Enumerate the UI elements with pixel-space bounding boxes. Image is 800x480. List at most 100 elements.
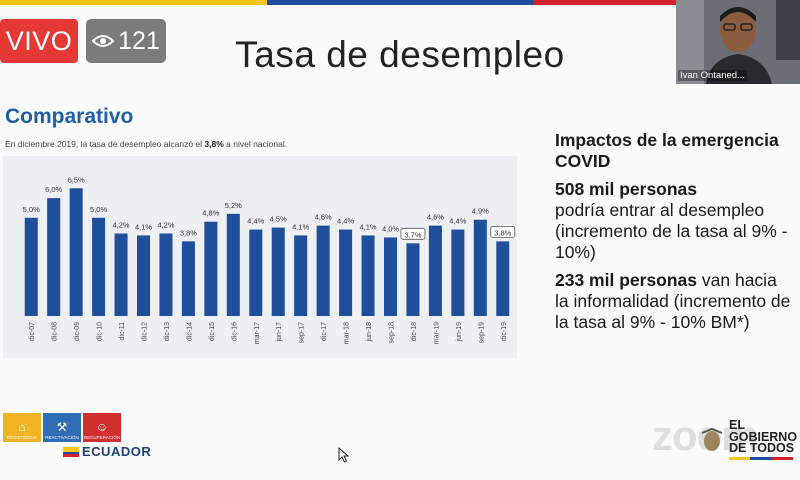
data-label-dic-16: 5,2% <box>225 201 242 210</box>
resistencia-label: RESISTENCIA <box>6 435 37 440</box>
highlight-box-dic-19 <box>490 225 516 238</box>
bar-dic-07 <box>24 217 38 316</box>
participant-avatar <box>676 0 800 84</box>
subtitle-value: 3,8% <box>204 139 224 149</box>
tick-label-dic-18: dic-18 <box>411 322 418 341</box>
bar-sep-17 <box>294 235 308 316</box>
gov-line-3: DE TODOS <box>729 441 795 455</box>
tick-label-mar-18: mar-18 <box>344 322 351 344</box>
tick-label-mar-17: mar-17 <box>254 322 261 344</box>
data-label-dic-18: 3,7% <box>404 230 421 239</box>
bar-dic-16 <box>226 213 240 316</box>
tick-label-dic-15: dic-15 <box>209 322 216 341</box>
data-label-sep-19: 4,9% <box>472 207 489 216</box>
data-label-dic-08: 6,0% <box>45 185 62 194</box>
recuperacion-label: RECUPERACIÓN <box>83 435 121 440</box>
bar-sep-18 <box>383 237 398 316</box>
data-label-jun-17: 4,5% <box>270 215 287 224</box>
tick-label-dic-11: dic-11 <box>119 322 126 341</box>
ecuador-flag-icon <box>63 446 79 457</box>
bar-dic-11 <box>114 233 128 316</box>
data-label-sep-17: 4,1% <box>292 222 309 231</box>
slide-title: Tasa de desempleo <box>235 34 565 75</box>
tick-label-sep-17: sep-17 <box>299 322 306 344</box>
data-label-dic-19: 3,8% <box>494 228 511 237</box>
bar-dic-09 <box>69 188 83 316</box>
tick-label-dic-14: dic-14 <box>186 322 193 341</box>
bar-mar-17 <box>249 229 263 316</box>
reactivacion-logo: ⚒ REACTIVACIÓN <box>43 413 81 442</box>
bar-jun-19 <box>451 229 465 316</box>
impact-stat-2: 233 mil personas van hacia la informalid… <box>555 270 795 333</box>
participant-video-tile[interactable]: Ivan Ontaned... <box>676 0 800 84</box>
tick-label-sep-18: sep-18 <box>389 322 396 344</box>
data-label-mar-18: 4,4% <box>337 217 354 226</box>
bar-mar-19 <box>428 225 442 316</box>
ecuador-label: ECUADOR <box>82 444 152 459</box>
tick-label-jun-19: jun-19 <box>456 322 463 343</box>
data-label-dic-17: 4,6% <box>315 213 332 222</box>
gov-flag-stripe <box>729 456 793 460</box>
mouse-cursor-icon <box>338 447 350 463</box>
bar-mar-18 <box>339 229 353 316</box>
participant-name: Ivan Ontaned... <box>678 70 747 81</box>
data-label-sep-18: 4,0% <box>382 224 399 233</box>
impacts-heading: Impactos de la emergencia COVID <box>555 130 779 171</box>
resistencia-logo: ⌂ RESISTENCIA <box>3 413 41 442</box>
data-label-dic-14: 3,8% <box>180 228 197 237</box>
people-icon: ☺ <box>95 420 109 434</box>
worker-icon: ⚒ <box>56 420 68 434</box>
tick-label-dic-19: dic-19 <box>501 322 508 341</box>
tick-label-jun-17: jun-17 <box>276 322 283 343</box>
bar-dic-17 <box>316 225 330 316</box>
data-label-dic-09: 6,5% <box>68 175 85 184</box>
coat-of-arms-icon <box>701 427 723 451</box>
tick-label-sep-19: sep-19 <box>478 322 485 344</box>
data-label-dic-07: 5,0% <box>23 205 40 214</box>
impacts-panel: Impactos de la emergencia COVID 508 mil … <box>555 130 795 340</box>
bar-dic-14 <box>181 241 195 316</box>
subtitle-pre: En diciembre 2019, la tasa de desempleo … <box>5 139 205 149</box>
data-label-jun-18: 4,1% <box>359 222 376 231</box>
data-label-jun-19: 4,4% <box>449 217 466 226</box>
bar-dic-19 <box>496 241 510 316</box>
recuperacion-logo: ☺ RECUPERACIÓN <box>83 413 121 442</box>
data-label-dic-12: 4,1% <box>135 222 152 231</box>
ecuador-wordmark: ECUADOR <box>63 444 151 459</box>
data-label-dic-15: 4,8% <box>202 209 219 218</box>
government-logo: EL GOBIERNO DE TODOS <box>700 418 798 460</box>
bar-jun-17 <box>271 227 285 316</box>
bar-dic-13 <box>159 233 173 316</box>
tick-label-dic-09: dic-09 <box>74 322 81 341</box>
data-label-mar-19: 4,6% <box>427 213 444 222</box>
eye-icon <box>92 35 115 47</box>
reactivacion-label: REACTIVACIÓN <box>45 435 79 440</box>
gov-line-1: EL <box>729 418 745 432</box>
impact-stat-2-bold: 233 mil personas <box>555 270 698 290</box>
tick-label-dic-07: dic-07 <box>29 322 36 341</box>
section-title: Comparativo <box>5 105 134 128</box>
bar-jun-18 <box>361 235 375 316</box>
impact-stat-1-text: podría entrar al desempleo (incremento d… <box>555 200 788 262</box>
tick-label-dic-08: dic-08 <box>52 322 59 341</box>
slide-top-stripe <box>0 0 800 5</box>
bar-dic-12 <box>136 235 151 316</box>
bar-dic-15 <box>204 221 218 316</box>
tick-label-dic-17: dic-17 <box>321 322 328 341</box>
tick-label-dic-10: dic-10 <box>97 322 104 341</box>
impact-stat-1-bold: 508 mil personas <box>555 179 698 199</box>
bar-dic-08 <box>47 198 61 316</box>
data-label-mar-17: 4,4% <box>247 217 264 226</box>
impact-stat-1: 508 mil personas podría entrar al desemp… <box>555 179 795 263</box>
viewer-count: 121 <box>118 26 160 55</box>
data-label-dic-11: 4,2% <box>112 220 129 229</box>
bar-dic-10 <box>92 217 106 316</box>
tick-label-dic-13: dic-13 <box>164 322 171 341</box>
tick-label-dic-16: dic-16 <box>231 322 238 341</box>
house-icon: ⌂ <box>18 420 26 434</box>
unemployment-bar-chart: 5,0% dic-07 6,0% dic-08 6,5% dic-09 5,0% dic-10… <box>3 156 517 358</box>
subtitle-post: a nivel nacional. <box>223 139 288 149</box>
gov-line-2: GOBIERNO <box>729 429 798 444</box>
impact-stat-2-text: van hacia la informalidad (incremento de… <box>555 270 791 332</box>
